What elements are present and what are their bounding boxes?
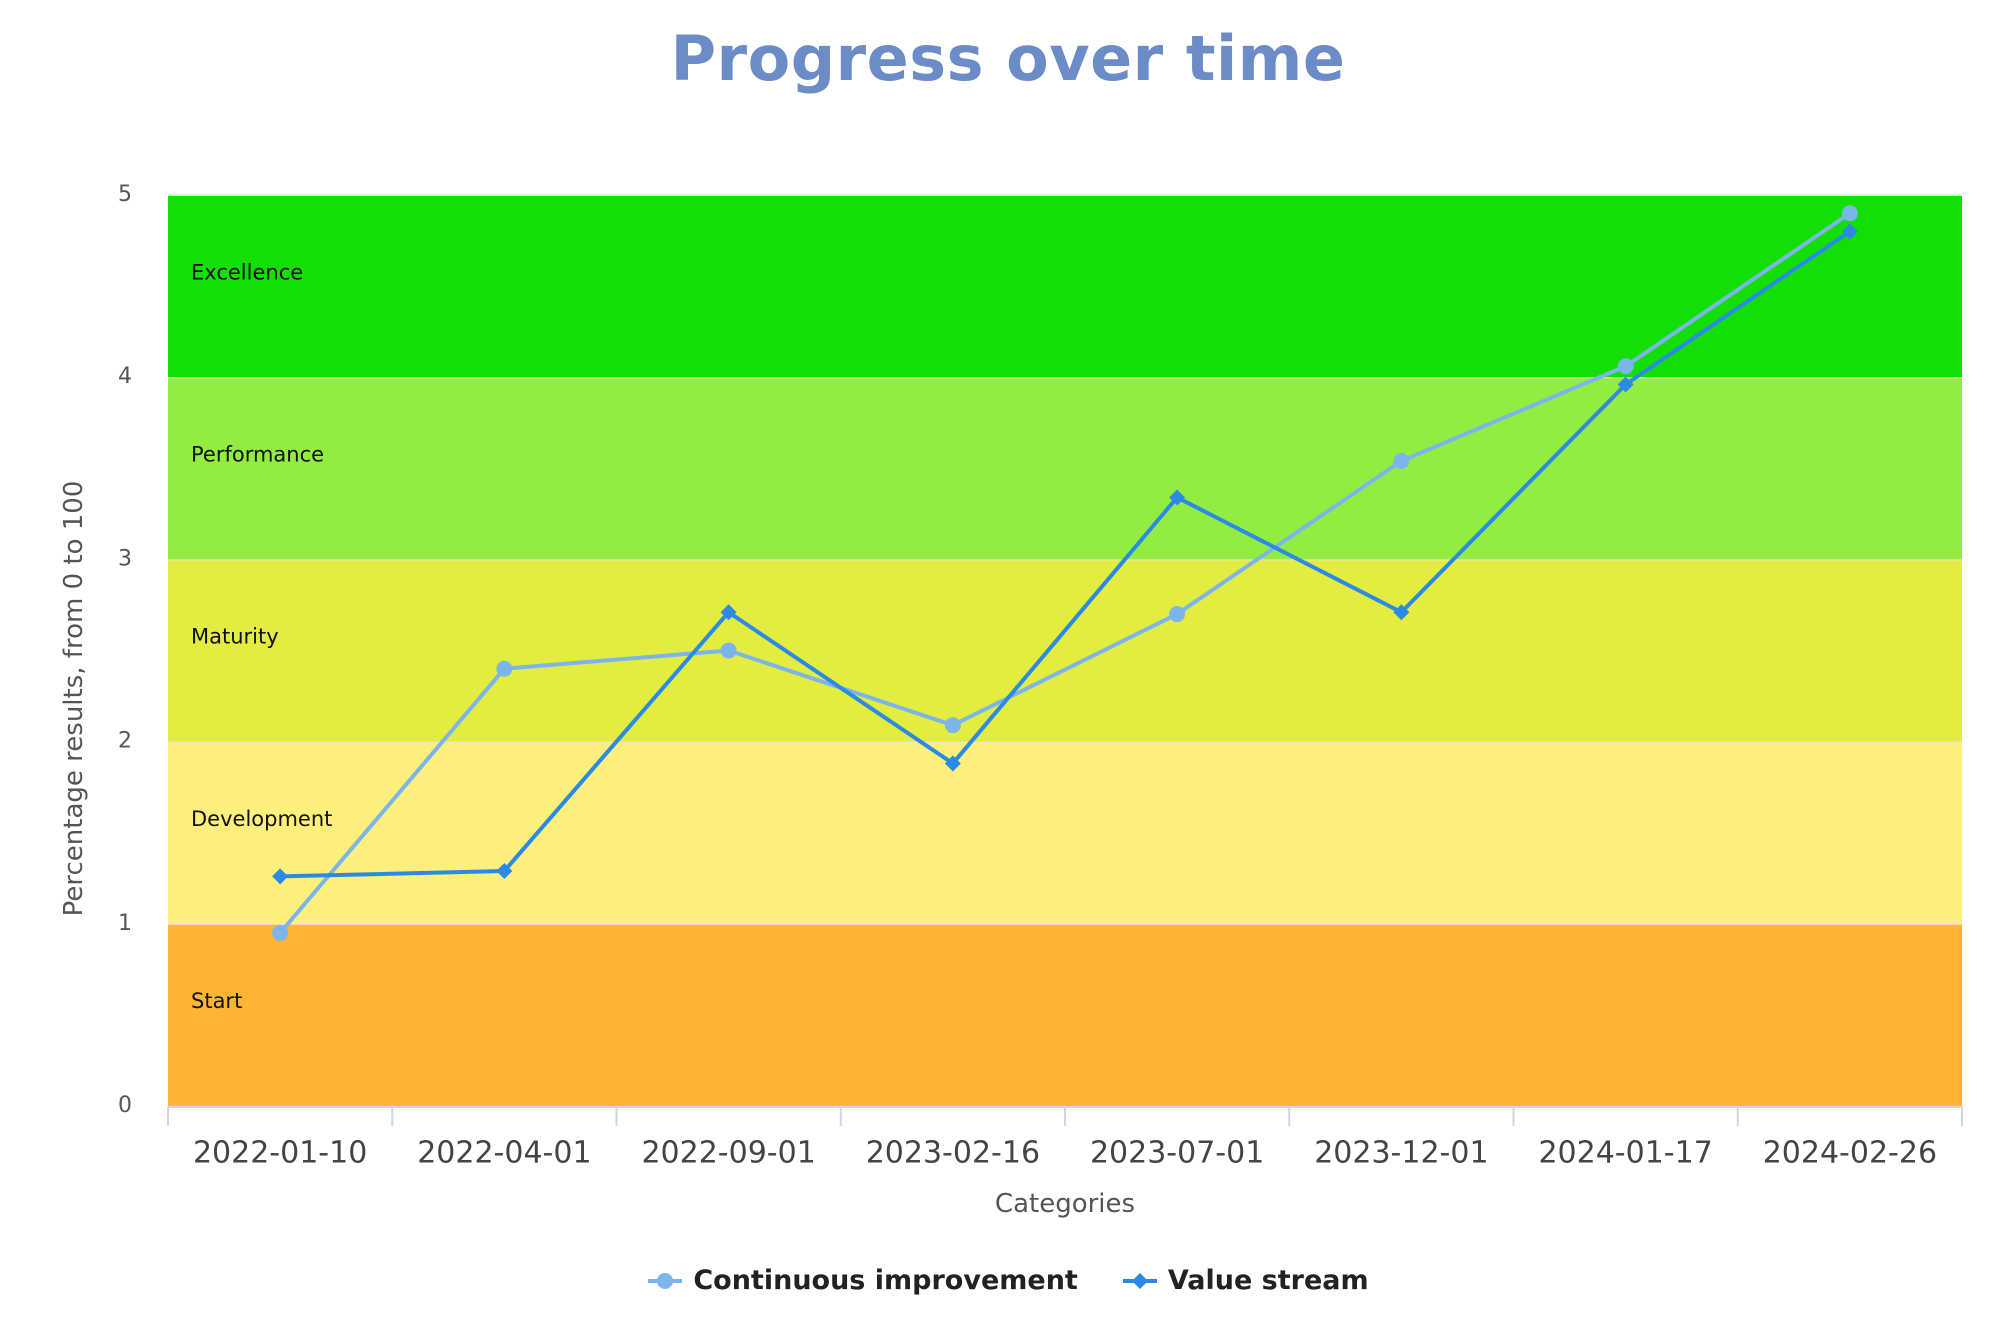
x-tick-label: 2023-02-16 [866,1136,1040,1171]
x-tick-label: 2023-07-01 [1090,1136,1264,1171]
legend-item-value-stream[interactable]: Value stream [1122,1265,1369,1296]
x-tick-label: 2023-12-01 [1314,1136,1488,1171]
band-label-start: Start [191,989,242,1013]
y-tick-label: 5 [118,182,132,207]
data-point[interactable] [1841,223,1858,240]
data-point[interactable] [272,924,289,941]
data-point[interactable] [720,642,737,659]
x-tick-label: 2024-01-17 [1538,1136,1712,1171]
data-point[interactable] [1393,453,1410,470]
band-label-development: Development [191,807,332,831]
circle-marker-icon [648,1272,683,1289]
data-point[interactable] [944,755,961,772]
data-point[interactable] [720,604,737,621]
data-point[interactable] [944,717,961,734]
band-development [168,741,1962,924]
band-label-performance: Performance [191,443,324,467]
data-point[interactable] [496,660,513,677]
x-axis-title: Categories [995,1189,1135,1219]
legend-marker [657,1272,674,1289]
data-point[interactable] [496,862,513,879]
band-maturity [168,559,1962,742]
band-label-maturity: Maturity [191,625,279,649]
series-lines [272,205,1858,941]
band-label-excellence: Excellence [191,260,303,284]
legend-item-continuous-improvement[interactable]: Continuous improvement [647,1265,1078,1296]
data-point[interactable] [1617,358,1634,375]
band-start [168,923,1962,1106]
x-tick-label: 2022-01-10 [193,1136,367,1171]
y-tick-label: 0 [118,1093,132,1118]
y-tick-label: 4 [118,364,132,389]
y-tick-label: 1 [118,911,132,936]
chart-legend: Continuous improvement Value stream [0,1265,2016,1296]
band-excellence [168,195,1962,378]
data-point[interactable] [272,868,289,885]
diamond-marker-icon [1122,1272,1157,1289]
x-tick-label: 2022-09-01 [641,1136,815,1171]
series-value-stream[interactable] [272,223,1858,885]
x-tick-label: 2022-04-01 [417,1136,591,1171]
legend-marker [1131,1272,1148,1289]
x-tick-label: 2024-02-26 [1763,1136,1937,1171]
y-tick-label: 2 [118,729,132,754]
data-point[interactable] [1841,205,1858,222]
legend-label: Value stream [1167,1265,1369,1296]
data-point[interactable] [1169,489,1186,506]
legend-label: Continuous improvement [693,1265,1078,1296]
data-point[interactable] [1393,604,1410,621]
plot-bands: Start Development Maturity Performance Excel… [168,194,1962,1106]
y-axis-title: Percentage results, from 0 to 100 [59,481,89,917]
series-continuous-improvement[interactable] [272,205,1858,941]
series-line[interactable] [278,229,1852,879]
data-point[interactable] [1617,376,1634,393]
data-point[interactable] [1169,606,1186,623]
series-line[interactable] [278,211,1852,935]
y-tick-label: 3 [118,546,132,571]
band-performance [168,377,1962,560]
chart-title: Progress over time [670,22,1346,95]
axes: 0 1 2 3 4 5 2022-01-10 2022-04-01 2022-09-01 2023… [118,182,1963,1171]
